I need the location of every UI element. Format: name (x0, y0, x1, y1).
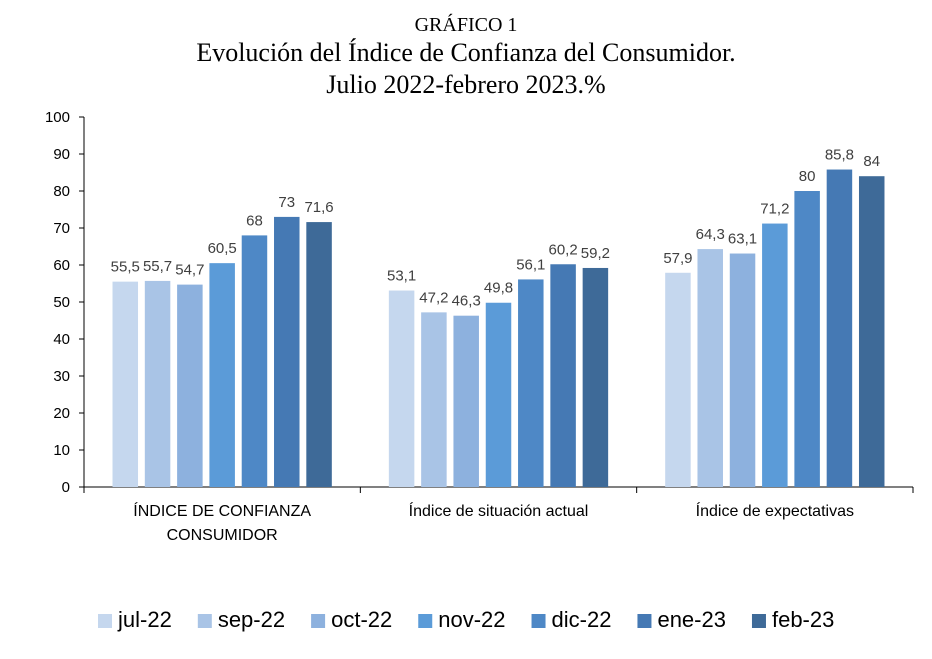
bar (665, 272, 691, 487)
data-label: 53,1 (387, 268, 416, 285)
data-label: 64,3 (696, 226, 725, 243)
bar (421, 312, 447, 487)
data-label: 84 (863, 153, 880, 170)
y-tick-label: 30 (53, 368, 70, 385)
legend-label: ene-23 (657, 607, 726, 632)
legend-swatch (311, 614, 326, 628)
data-label: 60,2 (548, 241, 577, 258)
legend-swatch (197, 614, 212, 628)
y-tick-label: 20 (53, 405, 70, 422)
x-category-label: Índice de situación actual (409, 501, 589, 520)
chart-title-line1: GRÁFICO 1 (414, 14, 518, 36)
data-label: 73 (278, 194, 295, 211)
legend-swatch (637, 614, 652, 628)
bar (306, 222, 332, 487)
bar (453, 315, 479, 487)
data-label: 55,5 (111, 259, 140, 276)
legend-swatch (531, 614, 546, 628)
bar (762, 223, 788, 487)
data-label: 54,7 (175, 262, 204, 279)
bar (794, 191, 820, 487)
bar (729, 253, 756, 487)
y-tick-label: 90 (53, 146, 70, 163)
chart-title-line3: Julio 2022-febrero 2023.% (326, 70, 606, 99)
bar (550, 264, 576, 487)
legend-swatch (751, 614, 766, 628)
data-label: 68 (246, 212, 263, 229)
y-tick-label: 60 (53, 257, 70, 274)
legend-label: nov-22 (438, 607, 505, 632)
data-label: 57,9 (663, 250, 692, 267)
data-label: 60,5 (208, 240, 237, 257)
y-tick-label: 50 (53, 294, 70, 311)
legend-label: dic-22 (552, 607, 612, 632)
legend-swatch (98, 614, 112, 628)
data-label: 71,6 (304, 199, 333, 216)
bar (697, 249, 723, 487)
data-label: 56,1 (516, 256, 545, 273)
x-category-label: CONSUMIDOR (167, 527, 278, 544)
y-tick-label: 0 (62, 479, 70, 496)
data-label: 55,7 (143, 258, 172, 275)
legend-label: jul-22 (117, 607, 172, 632)
y-tick-label: 70 (53, 220, 70, 237)
data-label: 71,2 (760, 201, 789, 218)
bar (518, 279, 544, 487)
data-label: 46,3 (452, 293, 481, 310)
y-tick-label: 100 (45, 109, 70, 126)
bar (858, 176, 885, 487)
data-label: 49,8 (484, 280, 513, 297)
bar (209, 263, 235, 487)
bar (241, 235, 268, 487)
x-category-label: Índice de expectativas (696, 501, 854, 520)
legend-label: oct-22 (331, 607, 392, 632)
x-category-label: ÍNDICE DE CONFIANZA (133, 501, 311, 520)
bar (112, 281, 139, 487)
legend-label: feb-23 (772, 607, 834, 632)
chart-title-line2: Evolución del Índice de Confianza del Co… (196, 38, 736, 67)
bar (826, 169, 853, 488)
bar (144, 280, 171, 487)
y-tick-label: 80 (53, 183, 70, 200)
data-label: 80 (799, 168, 816, 185)
legend-swatch (418, 614, 433, 628)
bar (485, 302, 512, 487)
data-label: 85,8 (825, 147, 854, 164)
bar (388, 290, 415, 487)
data-label: 47,2 (419, 289, 448, 306)
data-label: 59,2 (581, 245, 610, 262)
y-tick-label: 10 (53, 442, 70, 459)
y-tick-label: 40 (53, 331, 70, 348)
bar (274, 216, 300, 487)
bar (177, 284, 203, 487)
data-label: 63,1 (728, 231, 757, 248)
bar (582, 267, 609, 487)
legend-label: sep-22 (218, 607, 285, 632)
